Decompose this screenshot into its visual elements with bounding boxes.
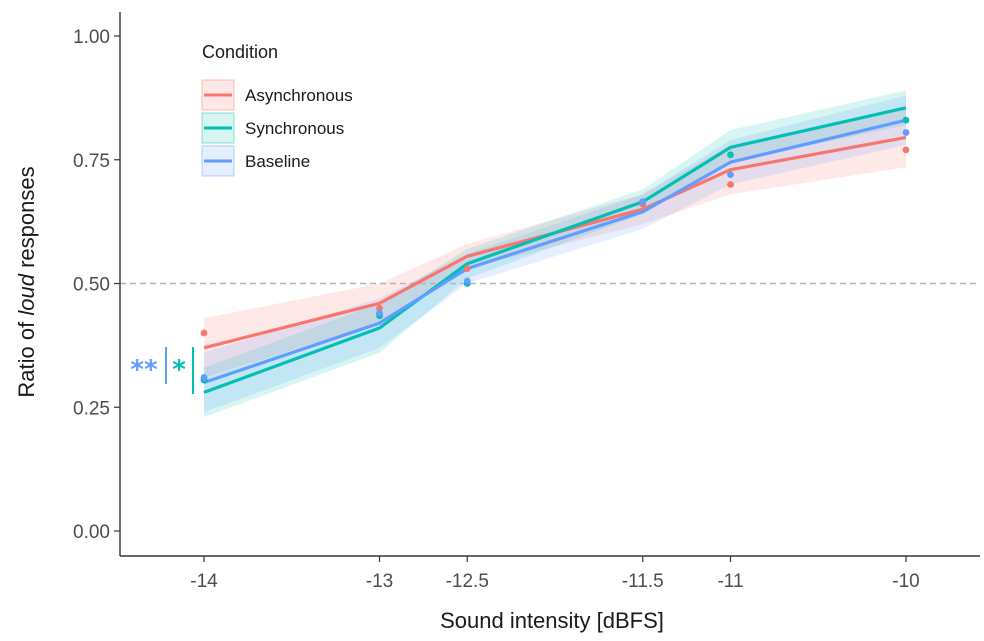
legend-label-baseline: Baseline (245, 152, 310, 171)
y-tick-label: 0.75 (73, 151, 110, 172)
significance-marker-baseline: ** (130, 355, 158, 385)
fit-line-baseline (203, 118, 907, 385)
x-tick-label: -14 (190, 571, 218, 592)
x-tick-label: -13 (366, 571, 393, 592)
data-point-synchronous (902, 116, 910, 124)
legend: Condition Asynchronous Synchronous Baselin… (201, 42, 353, 177)
confidence-band-synchronous (204, 90, 906, 418)
legend-title: Condition (202, 42, 278, 62)
data-point-asynchronous (902, 146, 910, 154)
confidence-band-baseline (204, 95, 906, 413)
y-axis-title-part-3: responses (14, 166, 39, 274)
y-tick-label: 0.50 (73, 275, 110, 296)
data-point-baseline (463, 277, 471, 285)
data-points (200, 116, 910, 384)
y-axis-title-italic: loud (14, 273, 39, 315)
y-tick-label: 0.00 (73, 522, 110, 543)
data-point-asynchronous (727, 181, 734, 188)
significance-markers: ** * (130, 347, 194, 394)
data-point-asynchronous (200, 329, 208, 337)
data-point-baseline (376, 309, 383, 317)
data-point-asynchronous (463, 265, 471, 273)
data-point-baseline (902, 129, 910, 136)
legend-label-synchronous: Synchronous (245, 119, 344, 138)
y-tick-label: 0.25 (73, 398, 110, 419)
legend-label-asynchronous: Asynchronous (245, 86, 353, 105)
x-tick-label: -10 (892, 571, 919, 592)
fit-line-synchronous (203, 106, 907, 394)
x-axis-ticks: -14 -13 -12.5 -11.5 -11 -10 (190, 556, 920, 592)
significance-marker-synchronous: * (172, 355, 186, 385)
x-tick-label: -11.5 (622, 571, 664, 592)
y-axis-title: Ratio of loud responses (14, 166, 39, 397)
x-axis-title: Sound intensity [dBFS] (440, 608, 664, 633)
data-point-baseline (200, 374, 208, 381)
y-tick-label: 1.00 (73, 27, 110, 48)
x-tick-label: -12.5 (446, 571, 489, 592)
data-point-synchronous (727, 151, 734, 159)
x-tick-label: -11 (717, 571, 743, 592)
data-point-asynchronous (376, 304, 383, 312)
data-point-baseline (727, 171, 734, 179)
y-axis-title-part-1: Ratio of (14, 316, 39, 398)
fit-lines (203, 106, 907, 394)
data-point-baseline (639, 198, 647, 206)
confidence-bands (204, 90, 906, 418)
y-axis-ticks: 0.00 0.25 0.50 0.75 1.00 (73, 27, 120, 543)
